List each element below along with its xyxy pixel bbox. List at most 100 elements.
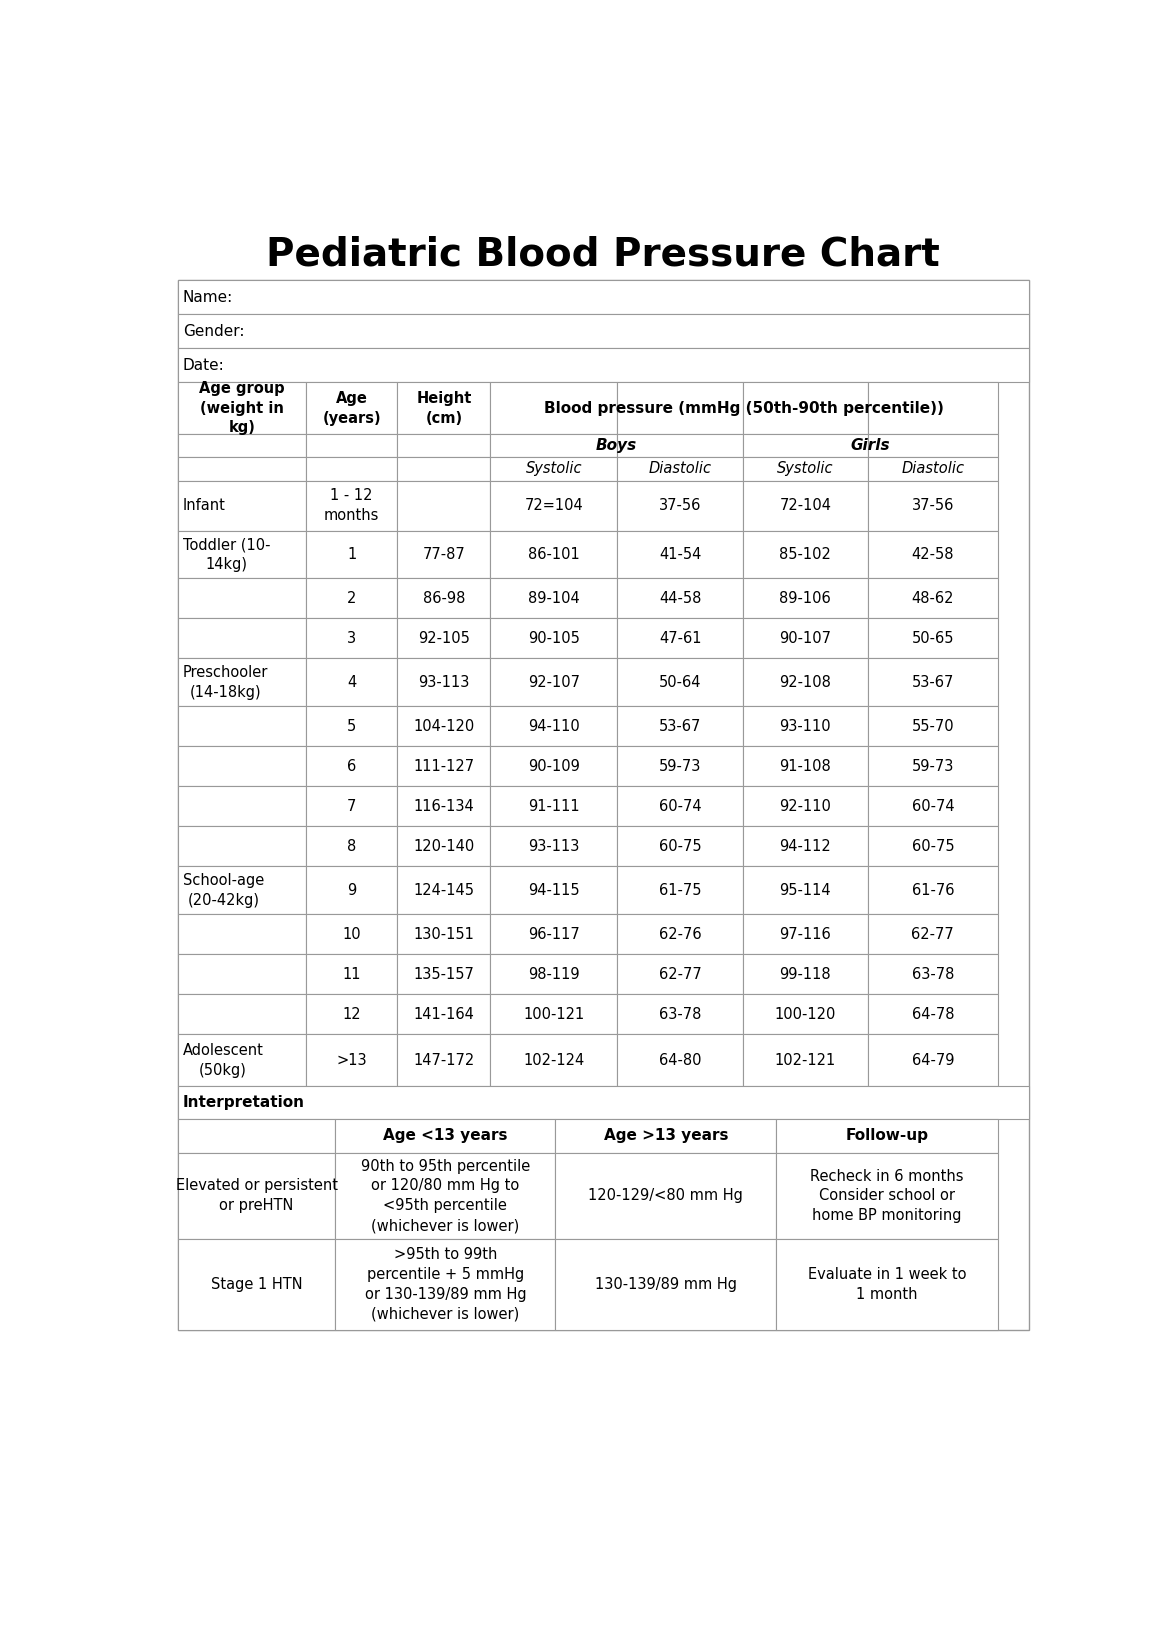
Bar: [397, 530, 490, 579]
Bar: [397, 434, 490, 458]
Bar: [868, 381, 998, 434]
Text: Age
(years): Age (years): [322, 391, 381, 425]
Bar: [178, 954, 306, 994]
Bar: [178, 1239, 335, 1330]
Bar: [617, 381, 743, 434]
Bar: [178, 994, 306, 1033]
Text: 77-87: 77-87: [422, 548, 466, 562]
Text: >95th to 99th
percentile + 5 mmHg
or 130-139/89 mm Hg
(whichever is lower): >95th to 99th percentile + 5 mmHg or 130…: [365, 1247, 526, 1322]
Text: Evaluate in 1 week to
1 month: Evaluate in 1 week to 1 month: [808, 1267, 967, 1302]
Text: 91-111: 91-111: [528, 799, 580, 813]
Text: 96-117: 96-117: [528, 926, 580, 942]
Text: Name:: Name:: [182, 290, 233, 305]
Bar: [617, 706, 743, 747]
Text: 102-124: 102-124: [523, 1053, 584, 1068]
Bar: [178, 826, 306, 866]
Text: 59-73: 59-73: [911, 758, 954, 774]
Bar: [397, 1033, 490, 1087]
Bar: [397, 747, 490, 786]
Bar: [490, 866, 617, 914]
Bar: [617, 530, 743, 579]
Bar: [490, 994, 617, 1033]
Bar: [397, 914, 490, 954]
Text: Boys: Boys: [596, 438, 637, 453]
Text: 8: 8: [347, 839, 356, 854]
Bar: [617, 1033, 743, 1087]
Bar: [743, 579, 868, 618]
Bar: [306, 994, 397, 1033]
Text: Date:: Date:: [182, 357, 225, 373]
Bar: [490, 381, 617, 434]
Text: Follow-up: Follow-up: [846, 1128, 929, 1143]
Bar: [335, 1152, 555, 1239]
Bar: [335, 1118, 555, 1152]
Text: >13: >13: [336, 1053, 367, 1068]
Text: 37-56: 37-56: [659, 499, 701, 513]
Text: 124-145: 124-145: [413, 882, 474, 898]
Bar: [335, 1239, 555, 1330]
Bar: [776, 1239, 998, 1330]
Bar: [178, 1033, 306, 1087]
Bar: [178, 1118, 335, 1152]
Text: Diastolic: Diastolic: [901, 461, 964, 476]
Text: 120-129/<80 mm Hg: 120-129/<80 mm Hg: [588, 1188, 743, 1203]
Text: 86-98: 86-98: [422, 590, 465, 606]
Bar: [868, 458, 998, 481]
Text: Age group
(weight in
kg): Age group (weight in kg): [199, 381, 285, 435]
Bar: [617, 481, 743, 530]
Text: 41-54: 41-54: [659, 548, 701, 562]
Text: Girls: Girls: [850, 438, 890, 453]
Text: 61-75: 61-75: [659, 882, 701, 898]
Text: Preschooler
(14-18kg): Preschooler (14-18kg): [182, 665, 268, 699]
Text: 104-120: 104-120: [413, 719, 474, 734]
Bar: [178, 349, 1029, 381]
Text: Adolescent
(50kg): Adolescent (50kg): [182, 1043, 263, 1077]
Bar: [306, 530, 397, 579]
Text: 72-104: 72-104: [780, 499, 831, 513]
Text: 92-107: 92-107: [528, 675, 580, 689]
Text: Gender:: Gender:: [182, 324, 245, 339]
Text: 90th to 95th percentile
or 120/80 mm Hg to
<95th percentile
(whichever is lower): 90th to 95th percentile or 120/80 mm Hg …: [361, 1159, 530, 1232]
Bar: [306, 458, 397, 481]
Text: Systolic: Systolic: [777, 461, 834, 476]
Text: 59-73: 59-73: [659, 758, 701, 774]
Text: 111-127: 111-127: [413, 758, 474, 774]
Text: School-age
(20-42kg): School-age (20-42kg): [182, 872, 263, 908]
Text: 130-151: 130-151: [414, 926, 474, 942]
Bar: [490, 786, 617, 826]
Bar: [490, 458, 617, 481]
Bar: [397, 954, 490, 994]
Text: 63-78: 63-78: [911, 967, 954, 981]
Bar: [617, 866, 743, 914]
Text: 3: 3: [347, 631, 356, 645]
Text: 62-77: 62-77: [911, 926, 954, 942]
Bar: [178, 280, 1029, 1330]
Bar: [868, 481, 998, 530]
Bar: [306, 579, 397, 618]
Text: 1 - 12
months: 1 - 12 months: [323, 487, 380, 523]
Text: Toddler (10-
14kg): Toddler (10- 14kg): [182, 536, 270, 572]
Bar: [306, 706, 397, 747]
Bar: [617, 994, 743, 1033]
Bar: [178, 618, 306, 659]
Bar: [868, 786, 998, 826]
Bar: [617, 747, 743, 786]
Bar: [178, 315, 1029, 349]
Bar: [178, 786, 306, 826]
Bar: [397, 381, 490, 434]
Bar: [178, 747, 306, 786]
Text: Age <13 years: Age <13 years: [383, 1128, 508, 1143]
Text: 89-106: 89-106: [780, 590, 831, 606]
Text: 72=104: 72=104: [524, 499, 583, 513]
Text: 7: 7: [347, 799, 356, 813]
Bar: [868, 826, 998, 866]
Text: 90-109: 90-109: [528, 758, 580, 774]
Bar: [868, 530, 998, 579]
Bar: [617, 618, 743, 659]
Bar: [743, 434, 868, 458]
Bar: [397, 826, 490, 866]
Bar: [743, 954, 868, 994]
Text: Recheck in 6 months
Consider school or
home BP monitoring: Recheck in 6 months Consider school or h…: [810, 1169, 964, 1222]
Text: 62-77: 62-77: [659, 967, 702, 981]
Bar: [397, 618, 490, 659]
